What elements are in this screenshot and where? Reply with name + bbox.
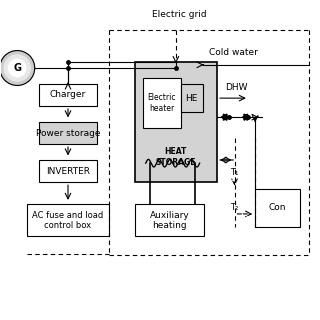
Circle shape	[4, 55, 30, 81]
Text: Auxiliary
heating: Auxiliary heating	[150, 211, 189, 230]
Text: Electric
heater: Electric heater	[147, 93, 176, 113]
Text: Power storage: Power storage	[36, 129, 100, 138]
FancyBboxPatch shape	[27, 204, 109, 236]
FancyBboxPatch shape	[142, 77, 180, 128]
Text: AC fuse and load
control box: AC fuse and load control box	[32, 211, 104, 230]
Text: Con: Con	[268, 203, 286, 212]
FancyBboxPatch shape	[255, 188, 300, 227]
Text: T₂: T₂	[230, 203, 239, 212]
Polygon shape	[244, 114, 249, 120]
Text: Charger: Charger	[50, 91, 86, 100]
Text: INVERTER: INVERTER	[46, 167, 90, 176]
Text: T₁: T₁	[230, 168, 239, 177]
Polygon shape	[223, 114, 228, 120]
Circle shape	[0, 51, 35, 85]
FancyBboxPatch shape	[39, 84, 97, 106]
FancyBboxPatch shape	[180, 84, 203, 112]
Text: Electric grid: Electric grid	[152, 10, 206, 19]
Text: Cold water: Cold water	[209, 48, 257, 57]
Polygon shape	[243, 114, 248, 120]
Circle shape	[9, 59, 26, 77]
Polygon shape	[222, 114, 227, 120]
Text: G: G	[13, 63, 21, 73]
FancyBboxPatch shape	[39, 122, 97, 144]
FancyBboxPatch shape	[135, 62, 217, 182]
Text: HE: HE	[186, 94, 198, 103]
Text: DHW: DHW	[225, 83, 247, 92]
FancyBboxPatch shape	[39, 160, 97, 182]
FancyBboxPatch shape	[135, 204, 204, 236]
Text: HEAT
STORAGE: HEAT STORAGE	[156, 147, 196, 166]
